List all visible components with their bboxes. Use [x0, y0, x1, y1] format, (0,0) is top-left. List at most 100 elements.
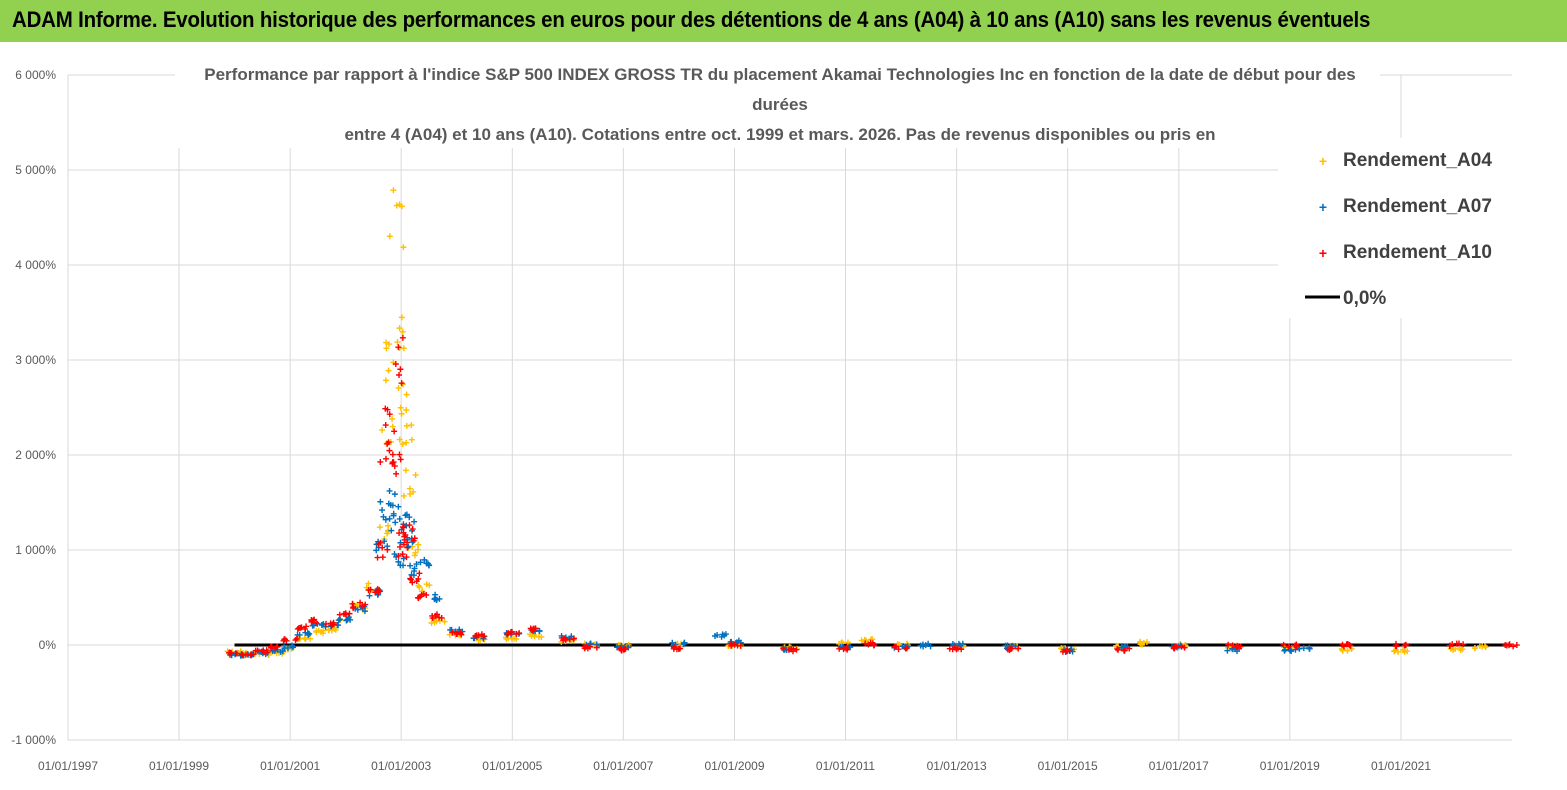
data-point [1002, 642, 1009, 649]
data-point [398, 410, 405, 417]
y-tick-label: 3 000% [15, 353, 56, 367]
data-point [283, 637, 290, 644]
data-point [1281, 647, 1288, 654]
data-point [669, 639, 676, 646]
data-point [1293, 641, 1300, 648]
data-point [386, 447, 393, 454]
data-point [1395, 648, 1402, 655]
data-point [377, 458, 384, 465]
data-point [398, 203, 405, 210]
data-point [350, 605, 357, 612]
data-point [399, 523, 406, 530]
data-point [375, 540, 382, 547]
data-point [673, 646, 680, 653]
data-point [233, 650, 240, 657]
data-point [1506, 641, 1513, 648]
data-point [389, 415, 396, 422]
y-axis-tick-labels: -1 000% 0% 1 000% 2 000% 3 000% 4 000% 5 000% 6… [11, 68, 56, 747]
data-point [1126, 645, 1133, 652]
data-point [414, 546, 421, 553]
data-point [394, 339, 401, 346]
legend-marker-a10: + [1319, 245, 1327, 261]
data-point [1114, 645, 1121, 652]
data-point [413, 561, 420, 568]
data-point [362, 601, 369, 608]
data-point [402, 512, 409, 519]
data-point [267, 643, 274, 650]
data-point [361, 608, 368, 615]
data-point [680, 641, 687, 648]
data-point [366, 592, 373, 599]
series-rendement-a10 [226, 334, 1520, 659]
data-point [1006, 646, 1013, 653]
data-point [423, 581, 430, 588]
data-point [438, 614, 445, 621]
data-point [379, 544, 386, 551]
data-point [354, 606, 361, 613]
y-tick-label: 6 000% [15, 68, 56, 82]
data-point [903, 644, 910, 651]
data-point [1402, 642, 1409, 649]
data-point [400, 492, 407, 499]
chart-title: Performance par rapport à l'indice S&P 5… [175, 60, 1380, 148]
data-point [846, 643, 853, 650]
data-point [399, 441, 406, 448]
data-point [396, 543, 403, 550]
data-point [407, 562, 414, 569]
data-point [1143, 638, 1150, 645]
data-point [1015, 645, 1022, 652]
data-point [844, 646, 851, 653]
data-point [1178, 643, 1185, 650]
data-point [388, 527, 395, 534]
data-point [330, 621, 337, 628]
data-point [392, 360, 399, 367]
data-point [390, 510, 397, 517]
data-point [335, 617, 342, 624]
data-point [298, 624, 305, 631]
data-point [618, 647, 625, 654]
data-point [397, 456, 404, 463]
data-point [1510, 643, 1517, 650]
data-point [504, 631, 511, 638]
data-point [953, 646, 960, 653]
data-point [473, 632, 480, 639]
data-point [614, 644, 621, 651]
data-point [403, 422, 410, 429]
data-point [382, 455, 389, 462]
x-tick-label: 01/01/2009 [704, 759, 764, 773]
data-point [314, 620, 321, 627]
data-point [1234, 642, 1241, 649]
data-point [309, 622, 316, 629]
data-point [290, 644, 297, 651]
data-point [250, 651, 257, 658]
data-point [304, 629, 311, 636]
y-tick-label: -1 000% [11, 733, 56, 747]
data-point [397, 404, 404, 411]
data-point [380, 513, 387, 520]
x-tick-label: 01/01/2015 [1038, 759, 1098, 773]
x-tick-label: 01/01/2003 [371, 759, 431, 773]
x-tick-label: 01/01/2021 [1371, 759, 1431, 773]
data-point [398, 380, 405, 387]
data-point [403, 439, 410, 446]
data-point [513, 630, 520, 637]
data-point [871, 641, 878, 648]
legend-label-a07: Rendement_A07 [1343, 196, 1492, 217]
data-point [456, 626, 463, 633]
data-point [407, 575, 414, 582]
data-point [397, 366, 404, 373]
data-point [714, 631, 721, 638]
data-point [1170, 645, 1177, 652]
data-point [332, 626, 339, 633]
data-point [793, 646, 800, 653]
data-point [1399, 646, 1406, 653]
data-point [277, 648, 284, 655]
data-point [377, 498, 384, 505]
data-point [570, 635, 577, 642]
data-point [511, 635, 518, 642]
legend-marker-a07: + [1319, 199, 1327, 215]
data-point [780, 645, 787, 652]
data-point [376, 524, 383, 531]
data-point [325, 627, 332, 634]
data-point [449, 629, 456, 636]
